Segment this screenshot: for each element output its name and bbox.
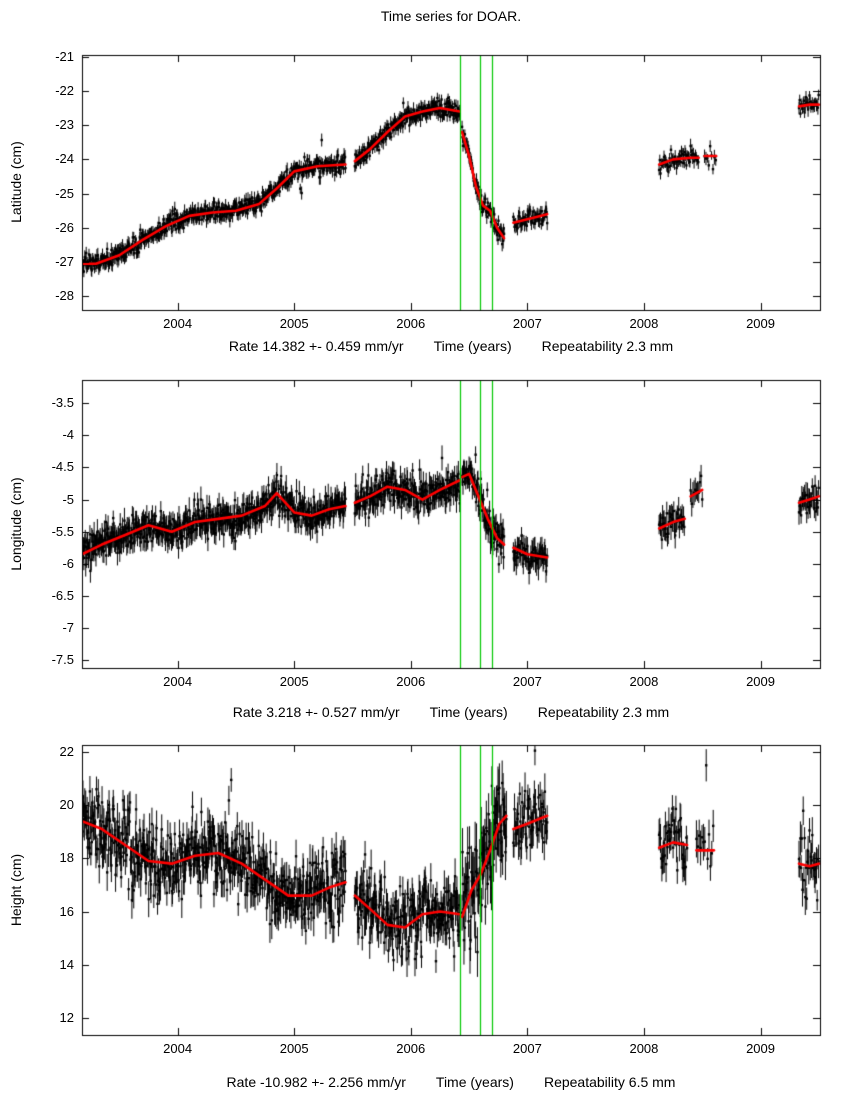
y-tick-label: -27	[55, 254, 74, 270]
x-tick-label: 2009	[746, 1041, 775, 1056]
y-tick-label: -5.5	[51, 523, 74, 539]
x-tick-label: 2007	[512, 674, 542, 689]
y-tick-label: -21	[55, 48, 74, 64]
rate-label-height: Rate -10.982 +- 2.256 mm/yr	[226, 1074, 406, 1090]
caption-latitude: Rate 14.382 +- 0.459 mm/yr Time (years) …	[82, 338, 820, 354]
x-tick-label: 2008	[629, 316, 659, 331]
x-tick-label: 2008	[629, 1041, 659, 1056]
x-tick-label: 2007	[512, 316, 542, 331]
y-tick-label: 18	[59, 850, 74, 866]
y-tick-label: -28	[55, 288, 74, 304]
x-tick-label: 2006	[396, 674, 426, 689]
x-tick-label: 2005	[279, 1041, 309, 1056]
y-tick-label: -7	[62, 620, 74, 636]
y-tick-label: -6.5	[51, 588, 74, 603]
repeatability-label-latitude: Repeatability 2.3 mm	[541, 338, 674, 354]
y-tick-label: -23	[55, 117, 74, 133]
caption-longitude: Rate 3.218 +- 0.527 mm/yr Time (years) R…	[82, 704, 820, 720]
y-tick-label: -7.5	[51, 652, 74, 668]
rate-label-longitude: Rate 3.218 +- 0.527 mm/yr	[232, 704, 400, 720]
y-tick-label: 22	[59, 743, 74, 759]
y-tick-label: 12	[59, 1009, 74, 1025]
y-tick-label: 20	[59, 797, 74, 813]
repeatability-label-longitude: Repeatability 2.3 mm	[537, 704, 670, 720]
chart-title: Time series for DOAR.	[380, 8, 522, 24]
x-tick-label: 2005	[279, 316, 309, 331]
x-tick-label: 2004	[163, 316, 193, 331]
y-tick-label: -6	[62, 555, 74, 571]
caption-height: Rate -10.982 +- 2.256 mm/yr Time (years)…	[82, 1074, 820, 1090]
y-tick-label: -25	[55, 185, 74, 201]
x-tick-label: 2004	[163, 1041, 193, 1056]
y-tick-label: -22	[55, 82, 74, 98]
x-tick-label: 2009	[746, 316, 775, 331]
rate-label-latitude: Rate 14.382 +- 0.459 mm/yr	[228, 338, 404, 354]
y-tick-label: -4	[62, 427, 74, 443]
y-tick-label: 16	[59, 903, 74, 919]
y-tick-label: -5	[62, 491, 74, 507]
x-tick-label: 2004	[163, 674, 193, 689]
repeatability-label-height: Repeatability 6.5 mm	[543, 1074, 676, 1090]
x-tick-label: 2006	[396, 316, 426, 331]
y-tick-label: -24	[55, 151, 74, 167]
x-tick-label: 2008	[629, 674, 659, 689]
x-tick-label: 2009	[746, 674, 775, 689]
x-tick-label: 2007	[512, 1041, 542, 1056]
x-tick-label: 2005	[279, 674, 309, 689]
y-tick-label: -26	[55, 219, 74, 235]
xlabel-longitude: Time (years)	[429, 704, 508, 720]
x-tick-label: 2006	[396, 1041, 426, 1056]
y-tick-label: -4.5	[51, 459, 74, 475]
y-tick-label: -3.5	[51, 395, 74, 411]
xlabel-height: Time (years)	[435, 1074, 514, 1090]
y-tick-label: 14	[59, 956, 74, 972]
xlabel-latitude: Time (years)	[433, 338, 512, 354]
